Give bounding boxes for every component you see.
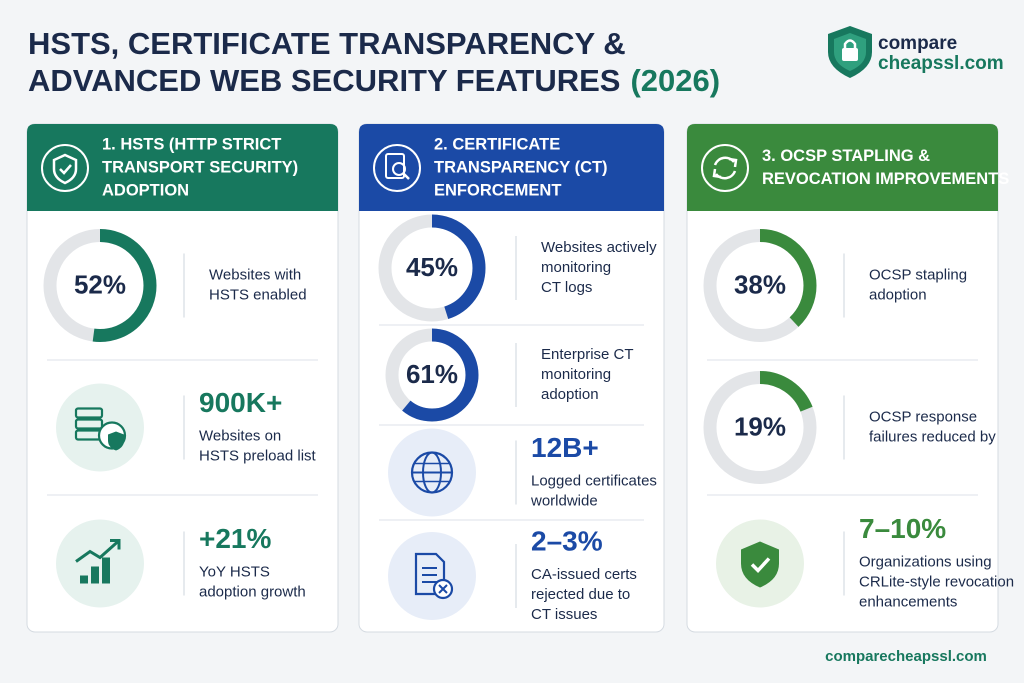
arrow-head — [110, 539, 121, 550]
trend-icon — [75, 540, 119, 563]
stat-item: +21% YoY HSTS adoption growth — [47, 494, 318, 608]
stat-item: 2–3% CA-issued certs rejected due to CT iss… — [379, 519, 644, 623]
donut-arc — [378, 214, 486, 322]
donut-arc — [385, 328, 479, 422]
stat-text: CA-issued certs — [531, 566, 637, 583]
arrow-head — [728, 157, 738, 168]
panel-header — [27, 124, 338, 211]
header-icon-ring — [701, 144, 749, 192]
stat-text: rejected due to — [531, 586, 630, 603]
panel: 1. HSTS (HTTP STRICT TRANSPORT SECURITY) A… — [26, 123, 339, 633]
stat-text: CT logs — [541, 279, 592, 296]
stat-text: Websites actively — [541, 239, 657, 256]
stat-text: monitoring — [541, 259, 611, 276]
server-icon — [74, 407, 104, 419]
icon-circle — [56, 519, 144, 608]
stat-text: adoption — [541, 386, 599, 403]
stat-headline: 12B+ — [531, 432, 599, 463]
server-icon — [74, 418, 104, 430]
panel-title-line: ENFORCEMENT — [434, 181, 561, 199]
stat-text: OCSP response — [869, 408, 977, 425]
stat-headline: 7–10% — [859, 513, 946, 544]
stat-text: CT issues — [531, 606, 597, 623]
stat-text: HSTS preload list — [199, 447, 317, 464]
header-icon-ring — [373, 144, 421, 192]
stat-item: 38% OCSP stapling adoption — [703, 229, 967, 342]
title-line: HSTS, CERTIFICATE TRANSPARENCY & — [28, 26, 626, 61]
panel-header — [687, 124, 998, 211]
bar-icon — [80, 575, 88, 584]
panel: 2. CERTIFICATE TRANSPARENCY (CT) ENFORCEME… — [358, 123, 665, 633]
donut-arc — [703, 229, 817, 342]
stat-headline: +21% — [199, 523, 271, 554]
stat-text: adoption — [869, 286, 927, 303]
logo-lock — [842, 48, 858, 61]
stat-text: Enterprise CT — [541, 346, 634, 363]
stat-text: HSTS enabled — [209, 286, 307, 303]
check-icon — [750, 557, 771, 574]
header-icon-ring — [41, 144, 89, 192]
arrow-head — [712, 168, 722, 179]
stat-item: 45% Websites actively monitoring CT logs — [378, 214, 657, 322]
stat-text: Websites with — [209, 266, 301, 283]
panel-title-line: REVOCATION IMPROVEMENTS — [762, 170, 1009, 188]
stat-text: OCSP stapling — [869, 266, 967, 283]
donut-label: 19% — [734, 411, 786, 441]
logo-lock-shackle — [843, 39, 857, 48]
stat-headline: 2–3% — [531, 525, 603, 556]
panel: 3. OCSP STAPLING & REVOCATION IMPROVEMENT… — [686, 123, 1014, 633]
stat-item: 7–10% Organizations using CRLite-style rev… — [707, 494, 1014, 610]
check-icon — [59, 164, 72, 175]
panel-title-line: 2. CERTIFICATE — [434, 135, 560, 153]
lens-handle — [402, 172, 410, 180]
panel-title-line: ADOPTION — [102, 181, 189, 199]
doc-icon — [414, 552, 446, 596]
donut-label: 38% — [734, 269, 786, 299]
logo-text: cheapssl.com — [878, 53, 1004, 74]
stat-item: 12B+ Logged certificates worldwide — [379, 424, 657, 517]
stat-text: Websites on — [199, 427, 281, 444]
donut-arc — [43, 229, 157, 342]
stat-text: enhancements — [859, 593, 957, 610]
panel-title-line: TRANSPORT SECURITY) — [102, 158, 298, 176]
title-year: (2026) — [630, 63, 720, 98]
stat-text: failures reduced by — [869, 428, 996, 445]
stat-item: 61% Enterprise CT monitoring adoption — [379, 324, 644, 422]
stat-item: 19% OCSP response failures reduced by — [703, 359, 996, 484]
donut-label: 52% — [74, 269, 126, 299]
donut-label: 61% — [406, 359, 458, 389]
panel-title-line: 3. OCSP STAPLING & — [762, 147, 930, 165]
donut-label: 45% — [406, 252, 458, 282]
footer-url: comparecheapssl.com — [825, 648, 987, 665]
lens-icon — [392, 162, 406, 176]
panel-header — [359, 124, 664, 211]
stat-text: CRLite-style revocation — [859, 573, 1014, 590]
stat-headline: 900K+ — [199, 387, 282, 418]
panel-title-line: TRANSPARENCY (CT) — [434, 158, 608, 176]
logo-text: compare — [878, 33, 957, 54]
stat-text: adoption growth — [199, 583, 306, 600]
bar-icon — [102, 557, 110, 584]
stat-text: YoY HSTS — [199, 563, 270, 580]
shield-icon — [108, 431, 124, 451]
title-line: ADVANCED WEB SECURITY FEATURES — [28, 63, 620, 98]
stat-item: 52% Websites with HSTS enabled — [43, 229, 307, 342]
shield-icon — [52, 153, 78, 185]
stat-text: Logged certificates — [531, 472, 657, 489]
stat-text: worldwide — [530, 492, 598, 509]
reject-x — [438, 584, 448, 594]
stat-text: monitoring — [541, 366, 611, 383]
stat-item: 900K+ Websites on HSTS preload list — [47, 359, 318, 472]
logo: compare cheapssl.com — [828, 26, 1004, 78]
stat-text: Organizations using — [859, 553, 992, 570]
bar-icon — [91, 566, 99, 584]
panel-title-line: 1. HSTS (HTTP STRICT — [102, 135, 281, 153]
donut-arc — [703, 371, 817, 484]
shield-icon — [741, 541, 779, 588]
